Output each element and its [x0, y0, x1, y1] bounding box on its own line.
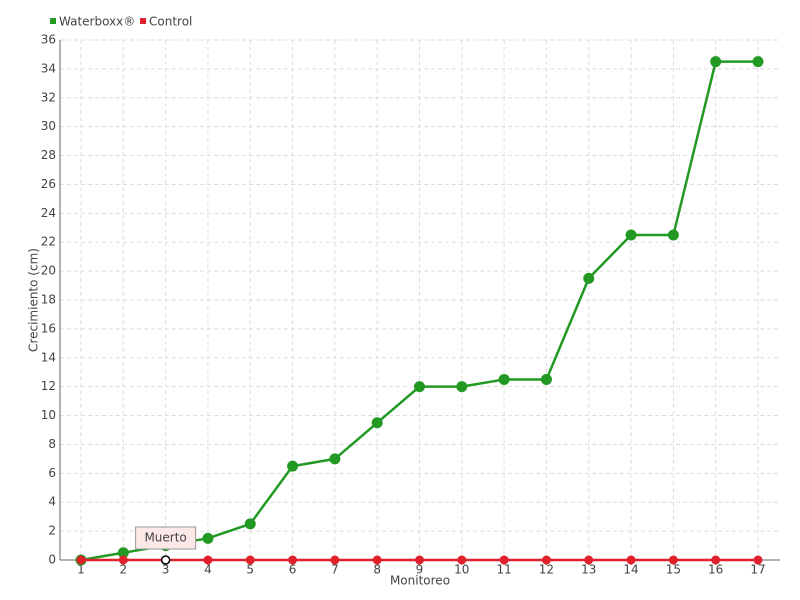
x-tick-label: 6: [289, 563, 297, 577]
y-tick-label: 12: [41, 379, 56, 393]
data-point: [415, 555, 424, 565]
data-point: [711, 555, 721, 565]
data-point: [498, 373, 510, 385]
data-point: [710, 56, 722, 68]
legend-label: Waterboxx®: [59, 15, 135, 29]
data-point: [583, 272, 595, 284]
x-tick-label: 1: [77, 563, 85, 577]
legend-swatch: [50, 18, 56, 24]
y-tick-label: 30: [41, 119, 56, 133]
data-point: [118, 555, 128, 565]
data-point: [244, 518, 256, 530]
data-point: [329, 453, 341, 465]
data-point: [330, 555, 340, 565]
data-point: [499, 555, 509, 565]
y-tick-label: 22: [41, 235, 56, 249]
data-point: [626, 555, 636, 565]
x-tick-label: 16: [708, 563, 723, 577]
x-tick-label: 7: [331, 563, 339, 577]
data-point: [287, 460, 299, 472]
x-tick-label: 8: [373, 563, 381, 577]
data-point: [456, 381, 468, 393]
data-point: [372, 555, 382, 565]
data-point: [541, 555, 551, 565]
y-tick-label: 24: [41, 206, 56, 220]
y-tick-label: 8: [48, 437, 56, 451]
series-line: [80, 60, 758, 562]
y-tick-label: 34: [41, 61, 56, 75]
x-tick-label: 5: [246, 563, 254, 577]
data-point: [667, 229, 679, 241]
data-point: [288, 555, 298, 565]
x-axis-title: Monitoreo: [390, 574, 450, 588]
y-tick-label: 20: [41, 264, 56, 278]
data-point: [414, 381, 425, 393]
y-tick-label: 10: [41, 408, 56, 422]
x-tick-label: 4: [204, 563, 212, 577]
x-tick-label: 2: [119, 563, 127, 577]
y-tick-label: 2: [48, 524, 56, 538]
legend-label: Control: [149, 15, 192, 29]
x-tick-label: 3: [162, 563, 170, 577]
data-point: [540, 373, 552, 385]
data-point: [76, 555, 86, 565]
data-point: [668, 555, 678, 565]
y-tick-label: 6: [48, 466, 56, 480]
tooltip-text: Muerto: [144, 531, 186, 545]
x-tick-label: 15: [666, 563, 681, 577]
y-tick-label: 36: [41, 33, 56, 47]
y-tick-label: 14: [41, 350, 56, 364]
y-tick-label: 28: [41, 148, 56, 162]
data-point: [371, 417, 383, 429]
x-tick-label: 13: [581, 563, 596, 577]
x-tick-label: 10: [454, 563, 469, 577]
data-point: [753, 555, 763, 565]
legend-swatch: [140, 18, 146, 24]
data-point: [160, 555, 171, 565]
y-tick-label: 16: [41, 321, 56, 335]
data-point: [752, 56, 764, 68]
x-tick-label: 14: [623, 563, 638, 577]
x-tick-label: 17: [750, 563, 765, 577]
tooltip-box: [135, 526, 197, 550]
data-point: [203, 555, 213, 565]
y-tick-label: 32: [41, 90, 56, 104]
data-point: [584, 555, 594, 565]
y-tick-label: 18: [41, 293, 56, 307]
data-point: [625, 229, 637, 241]
y-tick-label: 0: [48, 553, 56, 567]
y-tick-label: 26: [41, 177, 56, 191]
x-tick-label: 12: [539, 563, 554, 577]
y-axis-title: Crecimiento (cm): [27, 248, 41, 352]
data-point: [202, 532, 214, 544]
x-tick-label: 11: [496, 563, 511, 577]
x-tick-label: 9: [416, 563, 424, 577]
data-point: [457, 555, 467, 565]
data-point: [245, 555, 255, 565]
y-tick-label: 4: [48, 495, 56, 509]
